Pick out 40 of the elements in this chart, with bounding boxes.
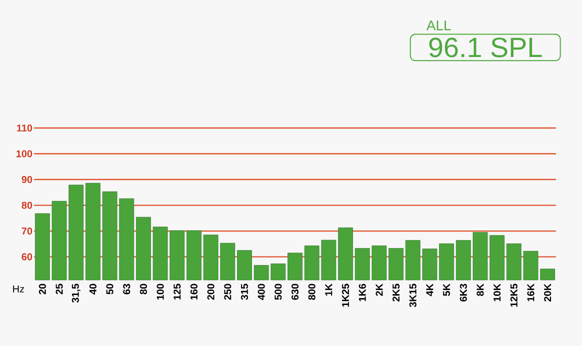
x-tick-label: 250 <box>224 284 232 300</box>
x-tick-label: 160 <box>190 284 198 300</box>
x-tick-label: 12K5 <box>510 284 518 307</box>
x-tick-label: 630 <box>291 284 299 300</box>
x-tick-label: 400 <box>258 284 265 300</box>
x-tick-label: 800 <box>308 284 316 300</box>
text: 96.1 SPL <box>429 38 542 58</box>
x-tick-label: 8K <box>476 284 484 296</box>
x-tick-label: 10K <box>494 284 501 302</box>
y-tick-label: 100 <box>16 150 32 158</box>
x-tick-label: 20K <box>544 284 552 302</box>
x-tick-label: 5K <box>443 284 450 296</box>
y-tick-label: 110 <box>17 124 32 132</box>
x-tick-label: 31,5 <box>72 284 80 303</box>
x-tick-label: 125 <box>174 284 181 300</box>
x-tick-label: 40 <box>89 284 96 294</box>
x-tick-label: 1K25 <box>342 284 350 307</box>
x-tick-label: 80 <box>140 284 147 294</box>
x-tick-label: 200 <box>207 284 214 300</box>
y-tick-label: 90 <box>22 176 32 184</box>
x-tick-label: 100 <box>156 284 164 300</box>
x-tick-label: 50 <box>106 284 114 294</box>
y-tick-label: 70 <box>22 228 32 235</box>
text: ALL <box>426 20 451 30</box>
y-tick-label: 80 <box>22 202 32 209</box>
x-tick-label: 315 <box>240 284 248 300</box>
x-tick-label: 1K6 <box>358 284 366 302</box>
x-tick-label: 20 <box>38 284 46 294</box>
x-tick-label: 2K <box>376 284 383 296</box>
x-tick-label: 25 <box>56 284 63 294</box>
x-tick-label: 1K <box>325 284 332 296</box>
x-tick-label: 3K15 <box>409 284 416 308</box>
x-axis-title: Hz <box>13 286 24 292</box>
x-tick-label: 500 <box>274 284 282 300</box>
x-tick-label: 63 <box>123 284 130 294</box>
x-tick-label: 4K <box>426 284 434 296</box>
x-tick-label: 2K5 <box>392 284 400 302</box>
y-tick-label: 60 <box>22 253 32 260</box>
x-tick-label: 16K <box>527 284 534 302</box>
x-tick-label: 6K3 <box>460 284 467 302</box>
